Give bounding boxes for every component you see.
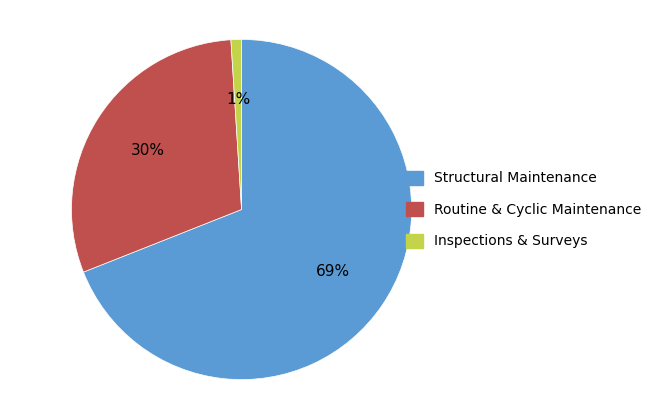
Text: 69%: 69% (316, 264, 350, 279)
Legend: Structural Maintenance, Routine & Cyclic Maintenance, Inspections & Surveys: Structural Maintenance, Routine & Cyclic… (399, 164, 648, 255)
Wedge shape (83, 39, 411, 380)
Text: 1%: 1% (226, 91, 250, 106)
Text: 30%: 30% (131, 143, 165, 158)
Wedge shape (71, 40, 242, 272)
Wedge shape (231, 39, 242, 210)
